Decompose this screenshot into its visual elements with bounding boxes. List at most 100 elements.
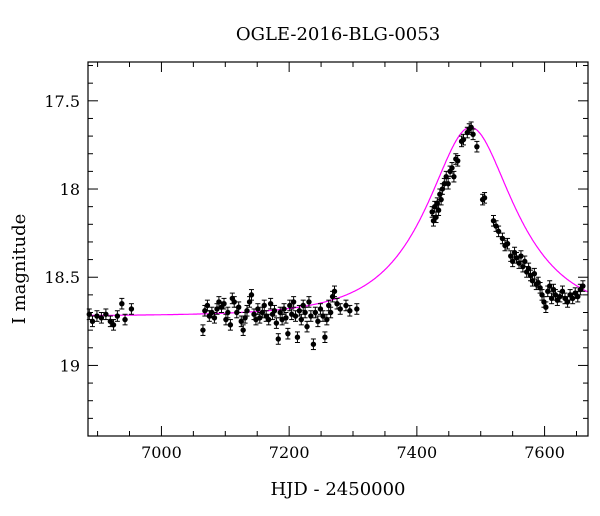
data-point [310,338,317,351]
data-marker [347,308,353,314]
data-marker [310,341,317,347]
data-point [513,252,520,264]
data-point [474,140,480,153]
data-point [308,310,314,322]
data-marker [285,330,291,337]
data-point [114,310,121,322]
data-marker [449,165,455,171]
data-marker [211,315,218,321]
data-marker [337,306,343,312]
data-point [285,327,291,340]
data-marker [209,309,215,316]
data-point [304,320,310,333]
data-point [202,304,208,317]
data-point [89,315,96,328]
data-marker [569,295,576,302]
data-marker [445,181,451,187]
data-marker [493,223,499,229]
data-marker [103,311,109,317]
data-point [445,177,451,190]
data-point [470,128,476,141]
data-point [481,192,488,204]
data-marker [114,313,121,319]
data-point [248,289,255,301]
data-marker [531,270,538,277]
data-marker [204,302,211,309]
data-point [451,170,457,183]
y-axis-label: I magnitude [9,214,30,325]
data-point [267,297,274,310]
x-tick-label: 7200 [269,443,310,462]
data-marker [200,327,206,333]
data-marker [474,143,480,150]
data-marker [312,309,319,316]
data-point [204,299,211,312]
data-point [290,296,297,308]
data-point [531,267,538,280]
data-marker [302,309,308,316]
data-marker [248,292,255,298]
chart-title: OGLE-2016-BLG-0053 [236,24,440,45]
data-marker [438,196,444,203]
data-point [317,303,324,315]
data-point [94,310,100,322]
data-marker [543,304,549,310]
data-marker [294,334,301,340]
data-point [337,303,343,315]
data-point [119,297,125,310]
data-point [455,155,461,167]
data-point [580,280,586,292]
data-marker [304,323,310,330]
data-point [98,312,105,324]
data-marker [98,315,105,321]
data-marker [122,316,128,323]
data-point [275,333,281,345]
data-point [543,301,549,314]
data-marker [128,306,135,312]
data-point [343,299,349,312]
plot-frame [87,61,589,437]
data-marker [216,299,222,305]
data-point [221,297,227,310]
model-curve [88,126,589,316]
data-point [289,308,295,321]
data-point [322,331,328,343]
data-point [259,306,266,319]
data-point [292,310,299,322]
data-point [315,315,321,328]
data-marker [470,131,476,138]
data-marker [266,316,272,323]
data-marker [306,299,312,305]
data-point [227,319,234,331]
data-point [327,306,334,319]
data-point [86,308,92,321]
y-tick-label: 17.5 [44,92,80,111]
data-marker [119,300,125,307]
axis-ticks [88,62,588,437]
data-marker [354,306,360,312]
data-point [266,313,272,326]
data-marker [273,320,280,326]
data-marker [290,299,297,305]
data-marker [308,313,314,319]
data-marker [275,336,281,342]
data-marker [490,218,497,224]
data-point [211,312,218,324]
data-point [331,285,338,298]
data-marker [580,283,586,289]
data-marker [271,308,278,314]
data-point [283,312,289,324]
data-point [354,303,360,315]
data-marker [481,195,488,201]
data-marker [202,308,208,314]
data-marker [261,302,267,309]
data-point [334,297,340,310]
data-point [347,304,353,317]
data-point [564,296,571,308]
data-point [271,304,278,317]
data-marker [221,300,227,307]
data-marker [236,304,242,310]
data-point [244,304,250,317]
data-marker [231,299,237,305]
data-point [103,308,109,321]
